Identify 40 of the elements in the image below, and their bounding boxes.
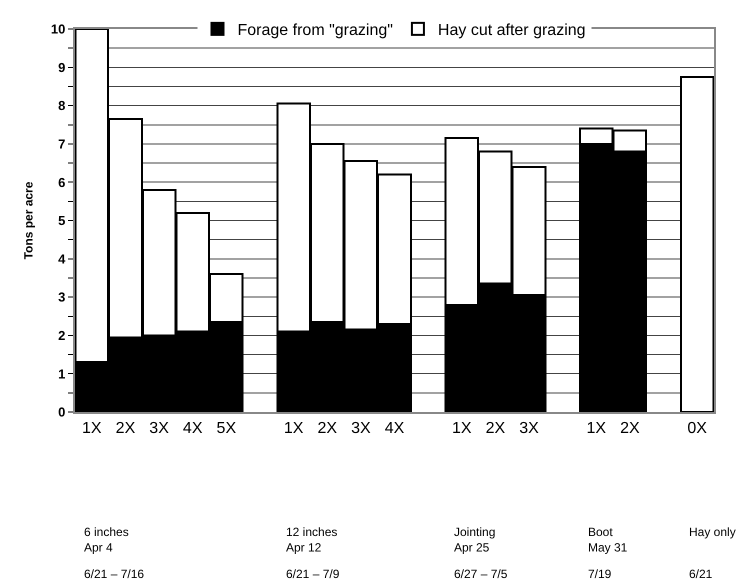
x-tick-label: 3X	[351, 420, 371, 438]
x-tick-label: 5X	[216, 420, 236, 438]
text: 6/21	[689, 567, 713, 581]
y-tick-label: 9	[58, 60, 66, 75]
text: 6 inches Apr 4	[84, 525, 129, 555]
text: 7/19	[588, 567, 612, 581]
y-tick-label: 2	[58, 328, 66, 343]
x-tick-label: 2X	[486, 420, 506, 438]
x-tick-label: 4X	[182, 420, 203, 438]
x-tick-label: 2X	[317, 420, 338, 438]
y-tick-label: 3	[58, 290, 66, 305]
x-tick-label: 4X	[384, 420, 405, 438]
x-tick-label: 3X	[519, 420, 540, 438]
text: 6/21 – 7/16	[84, 567, 144, 581]
text: 12 inches Apr 12	[286, 525, 338, 555]
y-tick-label: 7	[58, 136, 66, 152]
legend-label: Forage from "grazing"	[238, 22, 393, 40]
text: Hay only	[689, 525, 736, 539]
x-tick-label: 1X	[82, 420, 102, 438]
y-tick-label: 10	[50, 22, 66, 37]
bar	[680, 76, 714, 412]
legend-label: Hay cut after grazing	[438, 22, 586, 40]
y-tick-label: 5	[58, 213, 66, 228]
x-tick-label: 2X	[116, 420, 136, 438]
y-axis-title: Tons per acre	[22, 181, 36, 260]
x-tick-label: 3X	[149, 420, 170, 438]
text: 6/21 – 7/9	[286, 567, 340, 581]
x-tick-label: 1X	[586, 420, 606, 438]
text: Jointing Apr 25	[454, 525, 496, 555]
x-tick-label: 1X	[452, 420, 472, 438]
y-tick-label: 4	[58, 251, 66, 266]
x-tick-label: 0X	[687, 420, 708, 438]
text: Boot May 31	[588, 525, 628, 555]
y-tick-label: 6	[58, 174, 66, 190]
text: 6/27 – 7/5	[454, 567, 508, 581]
y-tick-label: 1	[58, 366, 66, 382]
x-tick-label: 1X	[284, 420, 304, 438]
y-tick-label: 8	[58, 98, 66, 114]
y-tick-label: 0	[58, 404, 66, 420]
x-tick-label: 2X	[620, 420, 640, 438]
